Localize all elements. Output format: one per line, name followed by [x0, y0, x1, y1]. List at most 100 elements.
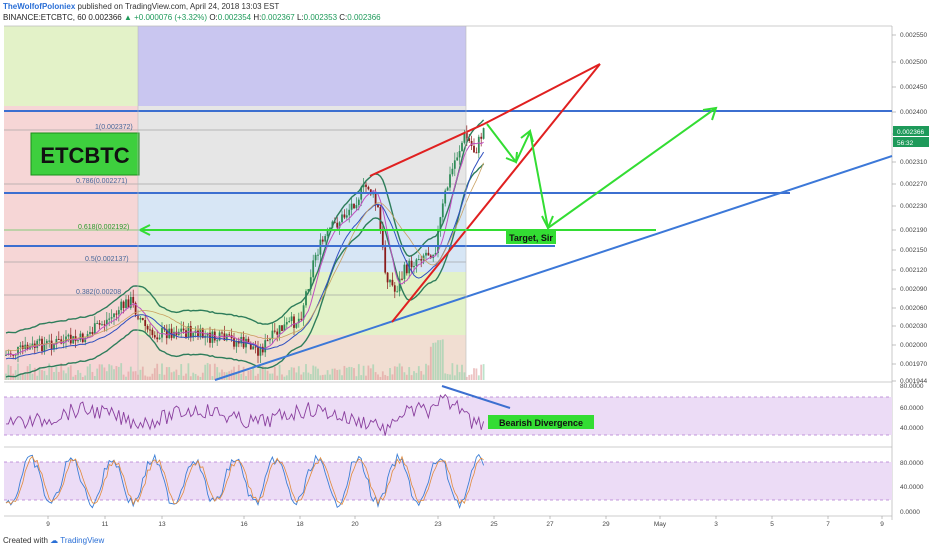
price-tick-label: 0.002150 — [900, 247, 927, 254]
volume-bar — [48, 363, 51, 380]
volume-bar — [482, 364, 485, 380]
candle-body — [319, 239, 322, 255]
candle-body — [480, 136, 483, 139]
volume-bar — [235, 373, 238, 380]
wedge-apex-line[interactable] — [483, 63, 601, 125]
candle-body — [240, 336, 243, 344]
time-tick-label: May — [654, 521, 667, 528]
volume-bar — [55, 366, 58, 380]
candle-body — [343, 214, 346, 218]
high-label: H: — [253, 13, 262, 22]
upper-band-line — [5, 119, 485, 334]
divergence-line[interactable] — [441, 385, 511, 409]
indicator-lines — [5, 119, 485, 378]
candle-body — [156, 337, 159, 340]
volume-bar — [429, 346, 432, 380]
stoch-d-path — [5, 455, 484, 506]
candle-body — [369, 189, 372, 195]
candle-body — [170, 328, 173, 338]
volume-bar — [206, 363, 209, 380]
candle-body — [252, 346, 255, 350]
volume-bar — [14, 370, 17, 380]
candle-body — [182, 328, 185, 331]
volume-bar — [468, 374, 471, 380]
price-tick-label: 0.002030 — [900, 323, 927, 330]
candle-body — [446, 187, 449, 191]
volume-bar — [432, 342, 435, 380]
candle-body — [307, 289, 310, 292]
volume-bar — [463, 372, 466, 380]
wedge-upper-line[interactable] — [369, 123, 485, 177]
wedge-lower-line[interactable] — [391, 63, 601, 323]
volume-bar — [480, 364, 483, 380]
candle-body — [110, 317, 113, 319]
volume-bar — [197, 375, 199, 380]
rsi-tick-label: 40.0000 — [900, 425, 924, 432]
volume-bar — [105, 371, 108, 380]
rising-trendline[interactable] — [214, 155, 893, 381]
price-tick-label: 0.001970 — [900, 361, 927, 368]
candle-body — [278, 325, 281, 335]
candle-body — [122, 301, 125, 308]
volume-bar — [60, 363, 63, 380]
candle-body — [336, 222, 339, 228]
volume-bar — [74, 374, 77, 380]
arrow-down-icon — [505, 151, 518, 164]
created-with-text: Created with — [3, 536, 48, 545]
volume-bar — [146, 376, 149, 380]
volume-bar — [93, 376, 96, 380]
candle-body — [281, 325, 283, 331]
candle-body — [269, 338, 271, 341]
candle-body — [96, 322, 99, 324]
price-tick-label: 0.002550 — [900, 32, 927, 39]
candle-body — [338, 222, 341, 228]
candle-body — [393, 285, 396, 292]
volume-bar — [271, 373, 274, 380]
candle-body — [405, 264, 408, 274]
candle-body — [101, 324, 103, 326]
time-tick-label: 11 — [102, 521, 109, 528]
candle-body — [350, 203, 353, 210]
volume-bar — [458, 372, 461, 380]
candle-body — [221, 332, 223, 334]
volume-bar — [365, 375, 367, 380]
candle-body — [444, 190, 447, 204]
candle-body — [84, 337, 87, 343]
fib-zone-top-mid — [138, 26, 466, 106]
candle-body — [288, 321, 291, 323]
fib-level-label: 0.382(0.00208 — [76, 289, 121, 296]
candle-body — [19, 345, 22, 347]
divergence-label: Bearish Divergence — [499, 418, 583, 428]
time-tag — [893, 137, 929, 147]
volume-bar — [144, 375, 147, 380]
candle-body — [117, 310, 120, 315]
candle-body — [283, 324, 286, 331]
volume-bar — [165, 367, 168, 380]
author-name[interactable]: TheWolfofPoloniex — [3, 2, 76, 11]
volume-bar — [312, 365, 315, 380]
candle-body — [249, 343, 252, 350]
volume-bar — [357, 364, 360, 380]
candle-body — [353, 203, 355, 209]
candle-body — [115, 313, 118, 315]
candle-body — [266, 340, 269, 342]
volume-bar — [19, 374, 22, 380]
price-change: ▲ +0.000076 (+3.32%) — [123, 13, 208, 22]
ma-slow-line — [5, 151, 485, 360]
volume-bar — [156, 363, 159, 380]
candle-body — [168, 328, 171, 339]
candle-body — [410, 260, 413, 268]
volume-bar — [257, 373, 259, 380]
candle-body — [398, 278, 401, 292]
time-tick-label: 16 — [240, 521, 248, 528]
volume-bar — [98, 364, 101, 380]
volume-bar — [470, 374, 473, 380]
volume-bar — [297, 366, 300, 380]
candle-body — [127, 299, 130, 308]
tradingview-brand[interactable]: TradingView — [60, 536, 105, 545]
projection-path[interactable] — [486, 107, 717, 230]
volume-bar — [295, 372, 298, 380]
candle-body — [285, 322, 288, 325]
candle-body — [434, 253, 437, 255]
